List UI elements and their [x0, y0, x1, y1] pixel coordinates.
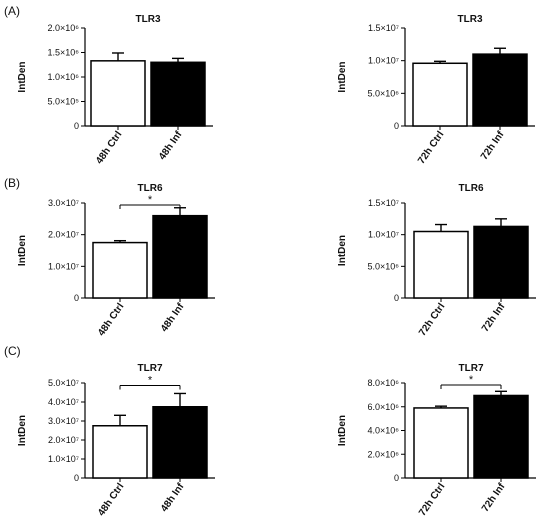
category-label: 48h Ctrl [96, 301, 126, 338]
category-label: 48h Inf [159, 481, 187, 514]
y-tick-label: 1.0×10⁷ [368, 230, 399, 240]
y-tick-label: 1.0×10⁶ [48, 72, 80, 82]
bar-2 [473, 225, 529, 299]
panel-label-b: (B) [4, 176, 20, 190]
y-tick-label: 2.0×10⁷ [48, 230, 79, 240]
chart-title: TLR3 [458, 14, 483, 25]
y-tick-label: 4.0×10⁶ [368, 426, 400, 436]
chart-4: TLR6 IntDen 0 5.0×10⁶ 1.0×10⁷ 1.5×10⁷ 72h Ctrl… [337, 183, 536, 338]
significance-star: * [148, 374, 153, 386]
chart-title: TLR3 [136, 14, 161, 25]
y-axis-label: IntDen [17, 415, 28, 446]
category-label: 72h Ctrl [417, 481, 447, 518]
y-axis-label: IntDen [17, 61, 28, 92]
significance-star: * [469, 374, 474, 386]
y-tick-label: 5.0×10⁵ [47, 97, 79, 107]
y-tick-label: 8.0×10⁶ [368, 378, 400, 388]
y-tick-label: 0 [394, 473, 399, 483]
bar-1 [413, 407, 469, 479]
y-tick-label: 5.0×10⁷ [48, 378, 79, 388]
y-tick-label: 6.0×10⁶ [368, 402, 400, 412]
y-tick-label: 1.0×10⁷ [48, 454, 79, 464]
y-tick-label: 1.0×10⁷ [368, 56, 399, 66]
bar-2 [150, 61, 206, 127]
y-axis-label: IntDen [337, 61, 348, 92]
y-axis-label: IntDen [17, 235, 28, 266]
chart-3: TLR6 IntDen 0 1.0×10⁷ 2.0×10⁷ 3.0×10⁷ 48h Ctrl… [17, 183, 215, 338]
y-axis-label: IntDen [337, 415, 348, 446]
panel-label-a: (A) [4, 4, 20, 18]
y-tick-label: 5.0×10⁶ [368, 88, 400, 98]
y-tick-label: 1.5×10⁶ [48, 48, 80, 58]
y-tick-label: 1.5×10⁷ [368, 23, 399, 33]
y-tick-label: 0 [394, 121, 399, 131]
y-tick-label: 0 [74, 293, 79, 303]
category-label: 48h Inf [157, 129, 185, 162]
y-tick-label: 4.0×10⁷ [48, 397, 79, 407]
y-tick-label: 2.0×10⁶ [368, 449, 400, 459]
chart-title: TLR7 [459, 363, 484, 374]
chart-title: TLR7 [138, 363, 163, 374]
y-tick-label: 3.0×10⁷ [48, 416, 79, 426]
y-tick-label: 0 [394, 293, 399, 303]
chart-2: TLR3 IntDen 0 5.0×10⁶ 1.0×10⁷ 1.5×10⁷ 72h Ctrl… [337, 14, 535, 166]
bar-1 [413, 230, 469, 299]
significance-star: * [148, 194, 153, 206]
panel-label-c: (C) [4, 344, 21, 358]
y-tick-label: 5.0×10⁶ [368, 261, 400, 271]
category-label: 72h Ctrl [416, 129, 446, 166]
bar-2 [473, 394, 529, 479]
category-label: 48h Inf [159, 301, 187, 334]
bar-2 [152, 214, 208, 299]
chart-title: TLR6 [459, 183, 484, 194]
category-label: 72h Inf [480, 301, 508, 334]
y-tick-label: 2.0×10⁷ [48, 435, 79, 445]
y-tick-label: 1.0×10⁷ [48, 261, 79, 271]
y-axis-label: IntDen [337, 235, 348, 266]
category-label: 48h Ctrl [96, 481, 126, 518]
category-label: 72h Inf [479, 129, 507, 162]
category-label: 48h Ctrl [94, 129, 124, 166]
y-tick-label: 2.0×10⁶ [48, 23, 80, 33]
y-tick-label: 1.5×10⁷ [368, 198, 399, 208]
bar-1 [90, 60, 146, 127]
y-tick-label: 0 [74, 473, 79, 483]
bar-1 [92, 425, 148, 479]
category-label: 72h Inf [480, 481, 508, 514]
category-label: 72h Ctrl [417, 301, 447, 338]
bar-1 [92, 241, 148, 299]
chart-5: TLR7 IntDen 0 1.0×10⁷ 2.0×10⁷ 3.0×10⁷ 4.0×10⁷ 5… [17, 363, 215, 518]
bar-2 [152, 406, 208, 479]
y-tick-label: 0 [74, 121, 79, 131]
bar-2 [472, 53, 528, 127]
bar-1 [412, 62, 468, 127]
y-tick-label: 3.0×10⁷ [48, 198, 79, 208]
chart-1: TLR3 IntDen 0 5.0×10⁵ 1.0×10⁶ 1.5×10⁶ 2.0×10⁶ 4… [17, 14, 213, 166]
chart-6: TLR7 IntDen 0 2.0×10⁶ 4.0×10⁶ 6.0×10⁶ 8.0×10⁶ 7… [337, 363, 536, 518]
chart-title: TLR6 [138, 183, 163, 194]
